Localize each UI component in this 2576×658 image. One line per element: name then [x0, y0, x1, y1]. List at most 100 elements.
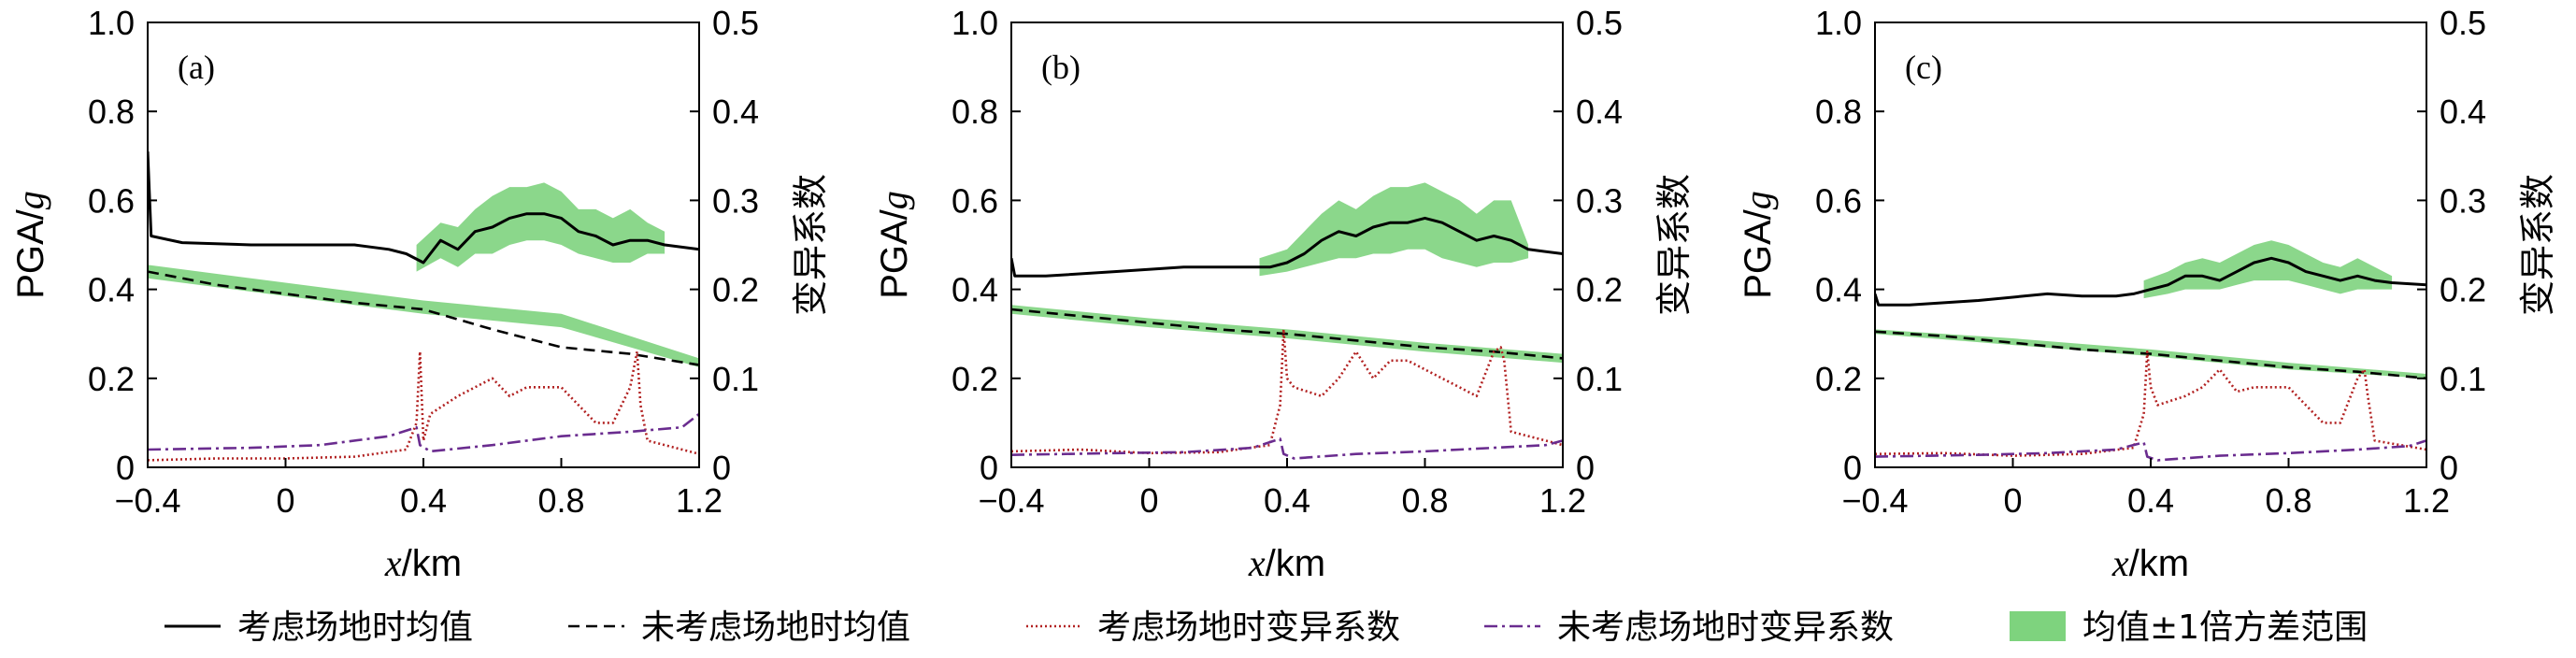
- plot-area: [1011, 182, 1563, 460]
- x-tick-label: 0: [2003, 481, 2022, 520]
- variance-band-0: [416, 182, 665, 272]
- x-tick-label: −0.4: [978, 481, 1044, 520]
- panel-label: (b): [1041, 49, 1080, 86]
- y-right-tick-label: 0: [2440, 449, 2458, 487]
- x-axis-label: x/km: [2111, 542, 2189, 584]
- y-left-tick-label: 0.2: [88, 360, 135, 398]
- y-left-tick-label: 0.4: [1815, 271, 1862, 309]
- x-tick-label: −0.4: [114, 481, 180, 520]
- chart-panel-c: −0.4 0 0.4 0.8 1.200.20.40.60.81.000.10.20.3…: [1737, 4, 2558, 584]
- legend-label: 考虑场地时均值: [237, 608, 473, 647]
- y-left-axis-label-var: g: [9, 191, 51, 209]
- y-left-axis-label: PGA/g: [873, 191, 915, 299]
- x-tick-label: 0.4: [400, 481, 447, 520]
- y-right-tick-label: 0.2: [712, 271, 759, 309]
- y-left-axis-label-var: g: [873, 191, 915, 209]
- x-axis-label-var: x: [2111, 542, 2129, 584]
- series-line-0: [1875, 256, 2426, 307]
- plot-area: [1875, 240, 2426, 462]
- legend-swatch-band: [2010, 611, 2066, 641]
- x-tick-label: 0.4: [1264, 481, 1310, 520]
- series-line-2: [148, 350, 699, 462]
- x-tick-label: 0.8: [1401, 481, 1448, 520]
- y-left-tick-label: 0.6: [88, 181, 135, 220]
- series-line-3: [1011, 437, 1563, 460]
- y-right-tick-label: 0.2: [2440, 271, 2486, 309]
- y-right-tick-label: 0.1: [712, 360, 759, 398]
- y-right-tick-label: 0.3: [712, 181, 759, 220]
- y-right-tick-label: 0.5: [2440, 4, 2486, 42]
- y-right-axis-label: 变异系数: [790, 174, 831, 316]
- y-left-tick-label: 0: [980, 449, 998, 487]
- y-right-tick-label: 0.3: [1576, 181, 1623, 220]
- y-left-axis-label-main: PGA/: [874, 208, 915, 298]
- y-right-tick-label: 0.4: [1576, 93, 1623, 131]
- plot-area: [148, 150, 699, 462]
- x-tick-label: 0.8: [537, 481, 584, 520]
- y-left-tick-label: 0.6: [1815, 181, 1862, 220]
- y-right-axis-label: 变异系数: [1653, 174, 1695, 316]
- y-left-axis-label-var: g: [1737, 191, 1779, 209]
- y-right-tick-label: 0.2: [1576, 271, 1623, 309]
- series-line-0: [1011, 216, 1563, 278]
- y-right-tick-label: 0.4: [712, 93, 759, 131]
- y-left-tick-label: 0.8: [952, 93, 998, 131]
- y-left-tick-label: 0.8: [88, 93, 135, 131]
- y-right-tick-label: 0.4: [2440, 93, 2486, 131]
- y-right-tick-label: 0: [1576, 449, 1595, 487]
- y-left-tick-label: 1.0: [952, 4, 998, 42]
- series-line-1: [148, 270, 699, 366]
- x-tick-label: 0.8: [2265, 481, 2311, 520]
- variance-band-0: [1259, 182, 1529, 277]
- y-left-tick-label: 0: [116, 449, 135, 487]
- x-tick-label: 0: [276, 481, 294, 520]
- y-left-tick-label: 1.0: [1815, 4, 1862, 42]
- y-left-axis-label-main: PGA/: [10, 208, 51, 298]
- y-right-axis-label: 变异系数: [2517, 174, 2558, 316]
- y-left-axis-label: PGA/g: [1737, 191, 1779, 299]
- x-axis-label-var: x: [384, 542, 402, 584]
- series-line-1: [1875, 330, 2426, 380]
- plot-frame: [1874, 21, 2427, 468]
- y-right-tick-label: 0: [712, 449, 731, 487]
- series-line-0: [148, 150, 699, 265]
- y-left-axis-label: PGA/g: [9, 191, 51, 299]
- x-tick-label: 0.4: [2127, 481, 2174, 520]
- x-axis-label: x/km: [1248, 542, 1325, 584]
- series-line-3: [148, 412, 699, 453]
- legend-label: 均值±1倍方差范围: [2082, 608, 2368, 647]
- x-axis-label-unit: /km: [2129, 543, 2189, 584]
- y-left-tick-label: 0.6: [952, 181, 998, 220]
- y-right-tick-label: 0.1: [2440, 360, 2486, 398]
- x-tick-label: −0.4: [1841, 481, 1908, 520]
- x-tick-label: 1.2: [1539, 481, 1586, 520]
- y-right-tick-label: 0.5: [1576, 4, 1623, 42]
- chart-panel-b: −0.4 0 0.4 0.8 1.200.20.40.60.81.000.10.20.3…: [873, 4, 1695, 584]
- x-tick-label: 1.2: [2403, 481, 2450, 520]
- chart-panel-a: −0.4 0 0.4 0.8 1.200.20.40.60.81.000.10.20.3…: [9, 4, 831, 584]
- y-left-tick-label: 0.4: [952, 271, 998, 309]
- legend-label: 考虑场地时变异系数: [1097, 608, 1400, 647]
- series-line-2: [1011, 328, 1563, 455]
- y-left-tick-label: 1.0: [88, 4, 135, 42]
- x-axis-label-unit: /km: [1266, 543, 1325, 584]
- variance-band-0: [2143, 240, 2393, 299]
- y-left-tick-label: 0.2: [952, 360, 998, 398]
- series-line-1: [1011, 308, 1563, 360]
- y-left-tick-label: 0.4: [88, 271, 135, 309]
- y-left-axis-label-main: PGA/: [1738, 208, 1779, 298]
- panel-label: (a): [178, 49, 215, 86]
- x-axis-label-var: x: [1248, 542, 1266, 584]
- y-right-tick-label: 0.5: [712, 4, 759, 42]
- x-axis-label: x/km: [384, 542, 462, 584]
- legend-label: 未考虑场地时变异系数: [1557, 608, 1894, 647]
- variance-band-1: [148, 265, 699, 367]
- series-line-3: [1875, 439, 2426, 462]
- y-right-tick-label: 0.3: [2440, 181, 2486, 220]
- y-left-tick-label: 0.2: [1815, 360, 1862, 398]
- legend-label: 未考虑场地时均值: [641, 608, 910, 647]
- y-right-tick-label: 0.1: [1576, 360, 1623, 398]
- y-left-tick-label: 0.8: [1815, 93, 1862, 131]
- x-tick-label: 0: [1139, 481, 1158, 520]
